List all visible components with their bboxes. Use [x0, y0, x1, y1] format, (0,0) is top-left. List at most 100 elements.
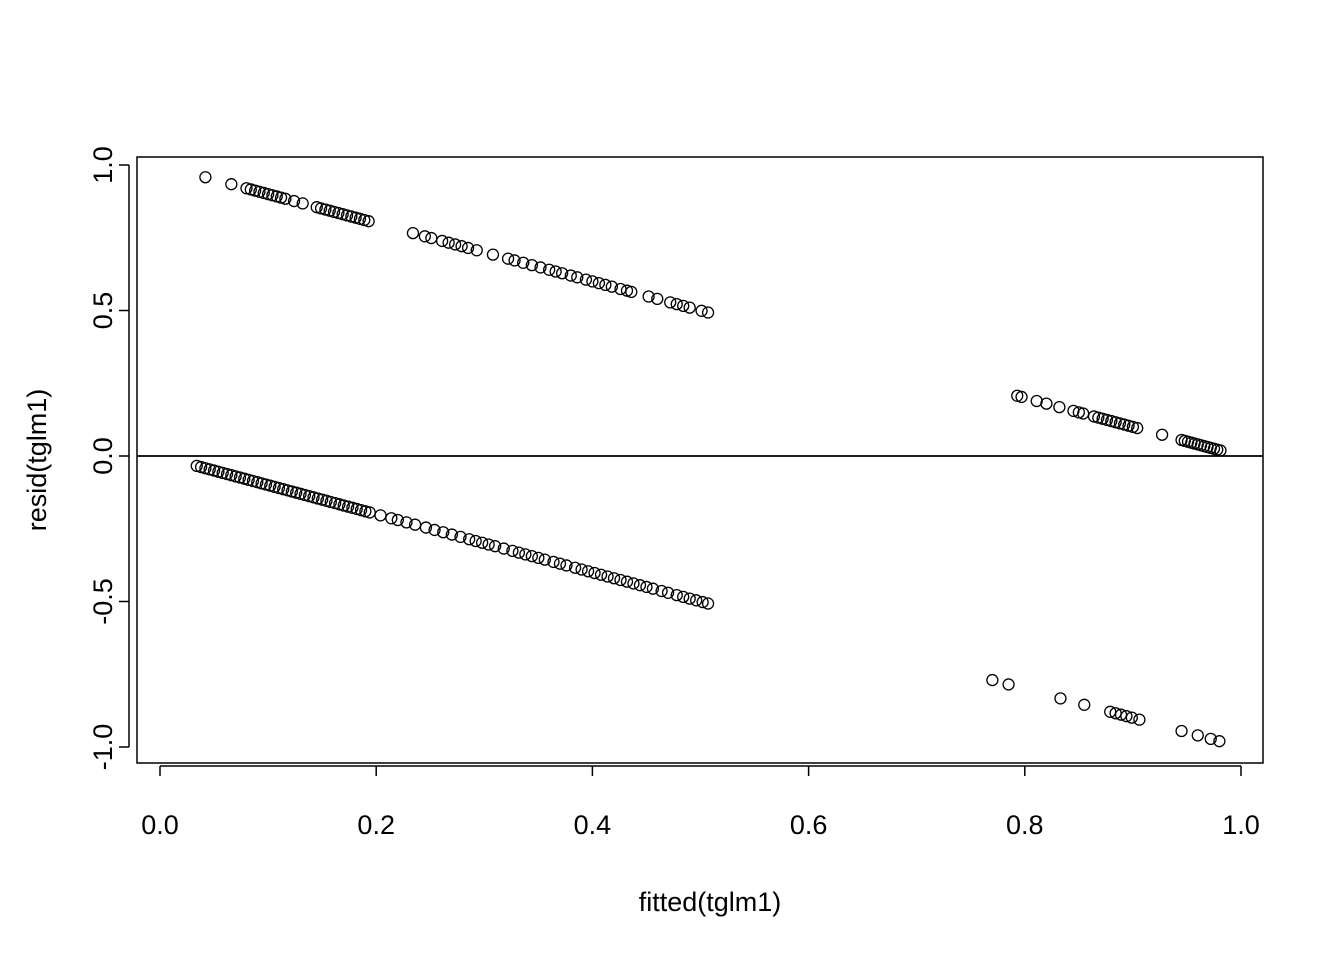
x-axis-label: fitted(tglm1): [639, 887, 782, 917]
data-point: [519, 548, 532, 561]
data-point: [1191, 729, 1204, 742]
x-tick-label: 0.0: [141, 810, 179, 840]
data-point: [1053, 400, 1066, 414]
data-point: [1131, 421, 1144, 435]
data-point: [517, 256, 530, 269]
data-point: [677, 299, 690, 312]
data-point: [599, 278, 612, 292]
x-axis-ticks: 0.0 0.2 0.4 0.6 0.8 1.0: [141, 766, 1260, 840]
data-point: [549, 265, 562, 278]
data-point: [454, 530, 467, 544]
data-point: [362, 215, 375, 228]
data-point: [486, 248, 500, 261]
y-tick-label: 1.0: [88, 146, 118, 184]
data-point: [683, 592, 696, 605]
data-point: [400, 516, 413, 529]
data-point: [445, 528, 459, 541]
data-point: [696, 595, 709, 609]
data-point: [564, 269, 577, 282]
data-point: [568, 561, 582, 574]
data-point: [463, 533, 476, 546]
data-point: [287, 194, 301, 208]
data-point: [435, 234, 449, 248]
data-point: [651, 292, 664, 306]
data-point: [581, 565, 595, 578]
data-point: [690, 594, 703, 607]
data-point: [588, 566, 601, 580]
x-tick-label: 0.6: [790, 810, 828, 840]
y-tick-label: 0.5: [88, 292, 118, 330]
data-point: [601, 570, 614, 583]
data-point: [534, 261, 547, 274]
x-tick-label: 0.2: [357, 810, 395, 840]
data-point: [497, 542, 510, 555]
data-point: [625, 285, 638, 299]
data-point: [199, 171, 212, 184]
data-point: [461, 241, 475, 255]
data-point: [488, 540, 502, 553]
data-point: [525, 258, 539, 272]
data-point: [501, 252, 515, 265]
data-point: [296, 197, 309, 210]
data-point: [683, 301, 696, 314]
y-tick-label: -0.5: [88, 578, 118, 625]
data-point: [374, 509, 387, 522]
x-tick-label: 0.4: [574, 810, 612, 840]
data-point: [695, 304, 708, 317]
data-point: [418, 230, 431, 243]
data-point: [425, 231, 438, 245]
data-point: [442, 236, 455, 249]
y-tick-label: 0.0: [88, 437, 118, 475]
data-point: [701, 597, 715, 610]
data-point: [279, 192, 292, 205]
data-point: [655, 584, 668, 598]
data-point: [1214, 444, 1227, 457]
data-point: [1054, 692, 1067, 705]
data-point: [986, 673, 999, 687]
data-point: [664, 296, 677, 309]
data-point: [1040, 397, 1053, 410]
data-point: [594, 568, 608, 581]
data-point: [455, 240, 468, 253]
data-point: [448, 238, 462, 251]
data-point: [547, 555, 560, 569]
data-point: [1015, 390, 1028, 404]
y-axis-label: resid(tglm1): [22, 389, 52, 532]
data-point: [512, 546, 526, 559]
data-point: [1078, 698, 1091, 711]
data-point: [475, 536, 489, 549]
data-point: [419, 521, 433, 534]
data-point: [532, 551, 545, 564]
data-point: [1213, 735, 1226, 748]
data-point: [661, 586, 675, 599]
data-points: [190, 171, 1227, 748]
data-point: [391, 513, 404, 527]
data-point: [1120, 710, 1133, 723]
data-point: [701, 306, 715, 319]
data-point: [1175, 724, 1188, 738]
data-point: [633, 579, 647, 592]
data-point: [677, 590, 690, 603]
data-point: [469, 534, 482, 548]
data-point: [437, 526, 450, 539]
data-point: [555, 267, 569, 280]
data-point: [1125, 711, 1138, 724]
x-tick-label: 0.8: [1006, 810, 1044, 840]
plot-box: [136, 156, 1264, 764]
data-point: [607, 572, 621, 585]
data-point: [1133, 713, 1146, 726]
data-point: [406, 226, 420, 240]
data-point: [640, 580, 653, 594]
data-point: [646, 582, 660, 595]
data-point: [579, 273, 593, 286]
data-point: [538, 553, 551, 566]
x-tick-label: 1.0: [1222, 810, 1260, 840]
data-point: [553, 557, 567, 570]
data-point: [670, 588, 683, 602]
data-point: [543, 263, 556, 276]
data-point: [225, 178, 238, 191]
y-axis-ticks: -1.0 -0.5 0.0 0.5 1.0: [88, 146, 129, 770]
data-point: [575, 563, 588, 576]
data-point: [470, 244, 483, 257]
